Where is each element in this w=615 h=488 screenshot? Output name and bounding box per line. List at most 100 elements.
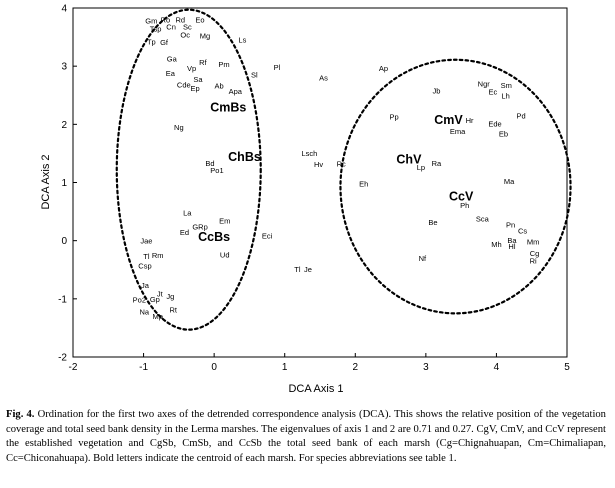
centroid-label: CcV <box>449 189 474 203</box>
species-label: Ro <box>161 15 171 24</box>
species-label: Sc <box>183 22 192 31</box>
species-label: Ede <box>488 119 501 128</box>
y-tick-label: 2 <box>61 120 67 131</box>
centroid-label: ChV <box>396 153 422 167</box>
species-label: Cs <box>518 226 527 235</box>
species-label: Je <box>304 265 312 274</box>
species-label: Pm <box>218 60 229 69</box>
species-label: Sa <box>193 75 203 84</box>
species-label: Lsch <box>301 149 317 158</box>
species-label: Rc <box>337 160 346 169</box>
species-label: Cn <box>166 22 176 31</box>
species-label: Pl <box>274 63 281 72</box>
x-tick-label: 2 <box>353 362 359 373</box>
y-tick-label: 0 <box>61 236 67 247</box>
axes: -2 -1 0 1 2 3 4 5 -2 -1 0 1 2 3 4 <box>58 4 570 374</box>
species-label: Ngr <box>478 79 491 88</box>
species-label: Jt <box>157 289 164 298</box>
species-label: Rd <box>175 15 185 24</box>
species-label: GRp <box>192 222 207 231</box>
species-label: Hr <box>466 116 474 125</box>
species-label: Ja <box>141 281 150 290</box>
species-label: Ls <box>238 36 246 45</box>
species-label: Csp <box>138 261 151 270</box>
species-label: Pd <box>517 111 526 120</box>
species-label: Ba <box>507 236 517 245</box>
species-label: Mp <box>152 312 162 321</box>
y-tick-label: -2 <box>58 353 67 364</box>
species-label: Eo <box>195 15 204 24</box>
species-label: Tl <box>294 265 301 274</box>
species-label: Eci <box>262 232 273 241</box>
species-label: Ri <box>530 257 537 266</box>
species-label: Mm <box>527 238 540 247</box>
species-label: Ma <box>504 177 515 186</box>
y-tick-label: 4 <box>61 4 67 15</box>
species-label: Em <box>219 217 230 226</box>
species-label: As <box>319 74 328 83</box>
vegetation-ellipse <box>339 58 572 315</box>
species-label: Sm <box>501 81 512 90</box>
species-label: Po1 <box>210 166 223 175</box>
y-tick-label: 1 <box>61 178 67 189</box>
centroid-label: CmV <box>434 113 463 127</box>
species-label: Ra <box>432 159 442 168</box>
centroid-label: CcBs <box>198 230 230 244</box>
y-tick-label: 3 <box>61 62 67 73</box>
x-tick-label: -2 <box>69 362 78 373</box>
species-label: Ea <box>166 69 176 78</box>
y-tick-label: -1 <box>58 294 67 305</box>
species-label: Ga <box>167 54 178 63</box>
species-label: Po2 <box>133 296 146 305</box>
species-label: Cg <box>530 249 540 258</box>
species-label: Ng <box>174 123 184 132</box>
x-tick-label: 1 <box>282 362 288 373</box>
group-ellipses <box>115 8 572 331</box>
species-label: Vp <box>187 64 196 73</box>
species-label: Gf <box>160 38 169 47</box>
species-label: Ap <box>379 64 388 73</box>
species-label: Lh <box>501 92 509 101</box>
species-label: Jae <box>140 236 152 245</box>
species-label: Hl <box>508 242 515 251</box>
species-label: Tl <box>143 252 150 261</box>
centroid-label: ChBs <box>228 150 261 164</box>
species-label: Rf <box>199 58 207 67</box>
species-label: Ud <box>220 250 230 259</box>
species-label: Oc <box>180 30 190 39</box>
centroid-label: CmBs <box>210 100 246 114</box>
species-label: Jg <box>166 292 174 301</box>
species-label: Tp <box>147 37 156 46</box>
species-label: Gm <box>145 16 157 25</box>
x-tick-label: 3 <box>423 362 429 373</box>
species-label: Ema <box>450 127 466 136</box>
species-label: Jb <box>432 86 440 95</box>
centroid-labels: CmBs ChBs CcBs CmV ChV CcV <box>198 100 474 244</box>
species-label: Na <box>139 307 149 316</box>
species-label: Eh <box>359 179 368 188</box>
species-label: Rm <box>152 251 164 260</box>
caption-text: Ordination for the first two axes of the… <box>6 409 606 464</box>
x-tick-label: -1 <box>139 362 148 373</box>
species-label: Rt <box>169 306 177 315</box>
x-tick-label: 0 <box>211 362 217 373</box>
species-label: Mh <box>491 240 501 249</box>
species-label: Sl <box>251 71 258 80</box>
species-label: Ph <box>460 201 469 210</box>
x-tick-label: 4 <box>494 362 500 373</box>
species-label: Lp <box>417 163 425 172</box>
x-axis-title: DCA Axis 1 <box>288 383 343 395</box>
species-label: Apa <box>229 87 243 96</box>
species-label: Tsp <box>150 25 162 34</box>
species-label: Sca <box>476 214 490 223</box>
species-label: Ec <box>489 87 498 96</box>
species-label: Ab <box>214 82 223 91</box>
species-label: Bd <box>205 159 214 168</box>
y-axis-title: DCA Axis 2 <box>40 154 52 209</box>
species-label: Ep <box>190 84 199 93</box>
x-tick-label: 5 <box>564 362 570 373</box>
species-label: Pn <box>506 221 515 230</box>
species-label: Hv <box>314 160 323 169</box>
